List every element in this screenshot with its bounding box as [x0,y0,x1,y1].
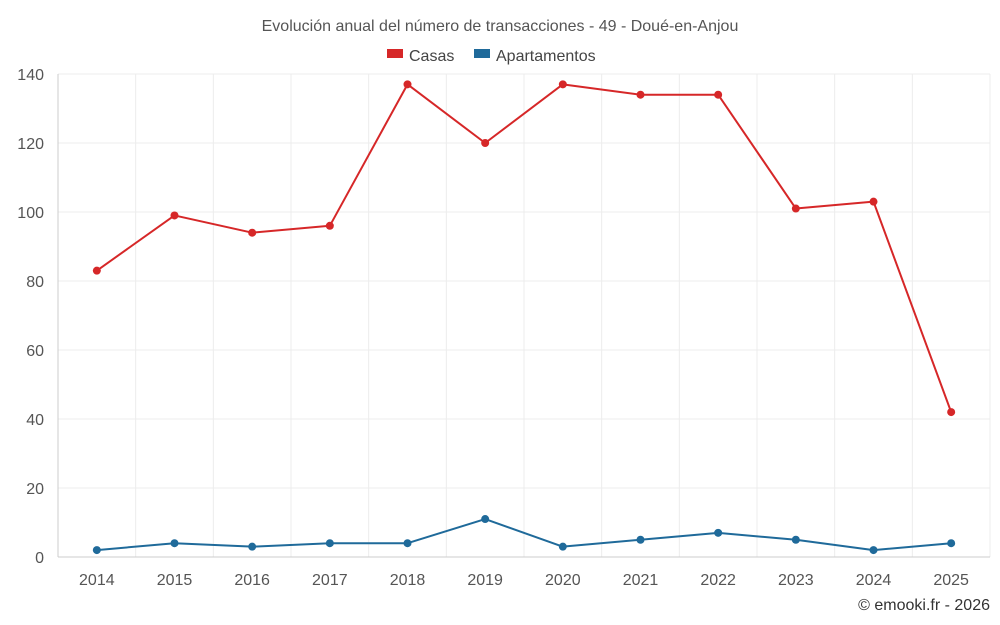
data-point-apartamentos[interactable]: Apartamentos 2020: 3 [558,542,567,551]
data-point-casas[interactable]: Casas 2015: 99 [170,211,179,220]
data-point-casas[interactable]: Casas 2017: 96 [325,221,334,230]
data-point-apartamentos[interactable]: Apartamentos 2019: 11 [481,515,490,524]
y-tick-label: 100 [17,205,44,222]
series: Apartamentos 2014: 2 Apartamentos 2015: 4… [92,80,956,555]
x-tick-label: 2025 [933,572,969,589]
legend-swatch-casas [387,49,403,58]
x-tick-label: 2020 [545,572,581,589]
x-tick-label: 2021 [623,572,659,589]
data-point-apartamentos[interactable]: Apartamentos 2014: 2 [92,546,101,555]
data-point-casas[interactable]: Casas 2016: 94 [248,228,257,237]
chart-title: Evolución anual del número de transaccio… [262,18,739,35]
x-tick-label: 2014 [79,572,115,589]
data-point-casas[interactable]: Casas 2023: 101 [791,204,800,213]
data-point-apartamentos[interactable]: Apartamentos 2025: 4 [947,539,956,548]
credit-text: © emooki.fr - 2026 [858,597,990,614]
x-tick-label: 2016 [234,572,270,589]
data-point-apartamentos[interactable]: Apartamentos 2015: 4 [170,539,179,548]
data-point-casas[interactable]: Casas 2021: 134 [636,90,645,99]
data-point-casas[interactable]: Casas 2019: 120 [481,139,490,147]
x-tick-label: 2018 [390,572,426,589]
y-tick-label: 20 [26,481,44,498]
data-point-casas[interactable]: Casas 2020: 137 [558,80,567,89]
data-point-casas[interactable]: Casas 2022: 134 [714,90,723,99]
y-axis-tick-labels: 0 20 40 60 80 100 120 140 [17,67,44,567]
data-point-apartamentos[interactable]: Apartamentos 2021: 5 [636,535,645,544]
data-point-apartamentos[interactable]: Apartamentos 2023: 5 [791,535,800,544]
legend: Casas Apartamentos [387,48,596,65]
gridlines [57,73,991,557]
x-tick-label: 2017 [312,572,348,589]
x-tick-label: 2022 [700,572,736,589]
series-line-apartamentos [96,518,952,552]
legend-label-apartamentos: Apartamentos [496,48,596,65]
data-point-casas[interactable]: Casas 2018: 137 [403,80,412,89]
y-tick-label: 80 [26,274,44,291]
x-axis-tick-labels: 2014 2015 2016 2017 2018 2019 2020 2021 2022 2023… [79,572,969,589]
y-tick-label: 140 [17,67,44,84]
legend-swatch-apartamentos [474,49,490,58]
data-point-casas[interactable]: Casas 2024: 103 [869,197,878,206]
legend-label-casas: Casas [409,48,454,65]
x-tick-label: 2024 [856,572,892,589]
legend-item-casas[interactable]: Casas [387,48,454,65]
legend-item-apartamentos[interactable]: Apartamentos [474,48,596,65]
data-point-apartamentos[interactable]: Apartamentos 2016: 3 [248,542,257,551]
data-point-casas[interactable]: Casas 2014: 83 [92,266,101,275]
series-line-casas [96,83,953,413]
y-tick-label: 40 [26,412,44,429]
x-tick-label: 2019 [467,572,503,589]
data-point-apartamentos[interactable]: Apartamentos 2017: 4 [325,539,334,548]
data-point-apartamentos[interactable]: Apartamentos 2024: 2 [869,546,878,555]
series-apartamentos: Apartamentos 2014: 2 Apartamentos 2015: 4… [92,515,956,555]
y-tick-label: 60 [26,343,44,360]
x-tick-label: 2023 [778,572,814,589]
data-point-apartamentos[interactable]: Apartamentos 2022: 7 [714,528,723,537]
y-tick-label: 0 [35,550,44,567]
series-casas: Casas 2014: 83 Casas 2015: 99 Casas 2016: … [92,80,956,417]
data-point-casas[interactable]: Casas 2025: 42 [947,408,956,417]
data-point-apartamentos[interactable]: Apartamentos 2018: 4 [403,539,412,548]
axes [57,74,990,558]
y-tick-label: 120 [17,136,44,153]
x-tick-label: 2015 [157,572,193,589]
